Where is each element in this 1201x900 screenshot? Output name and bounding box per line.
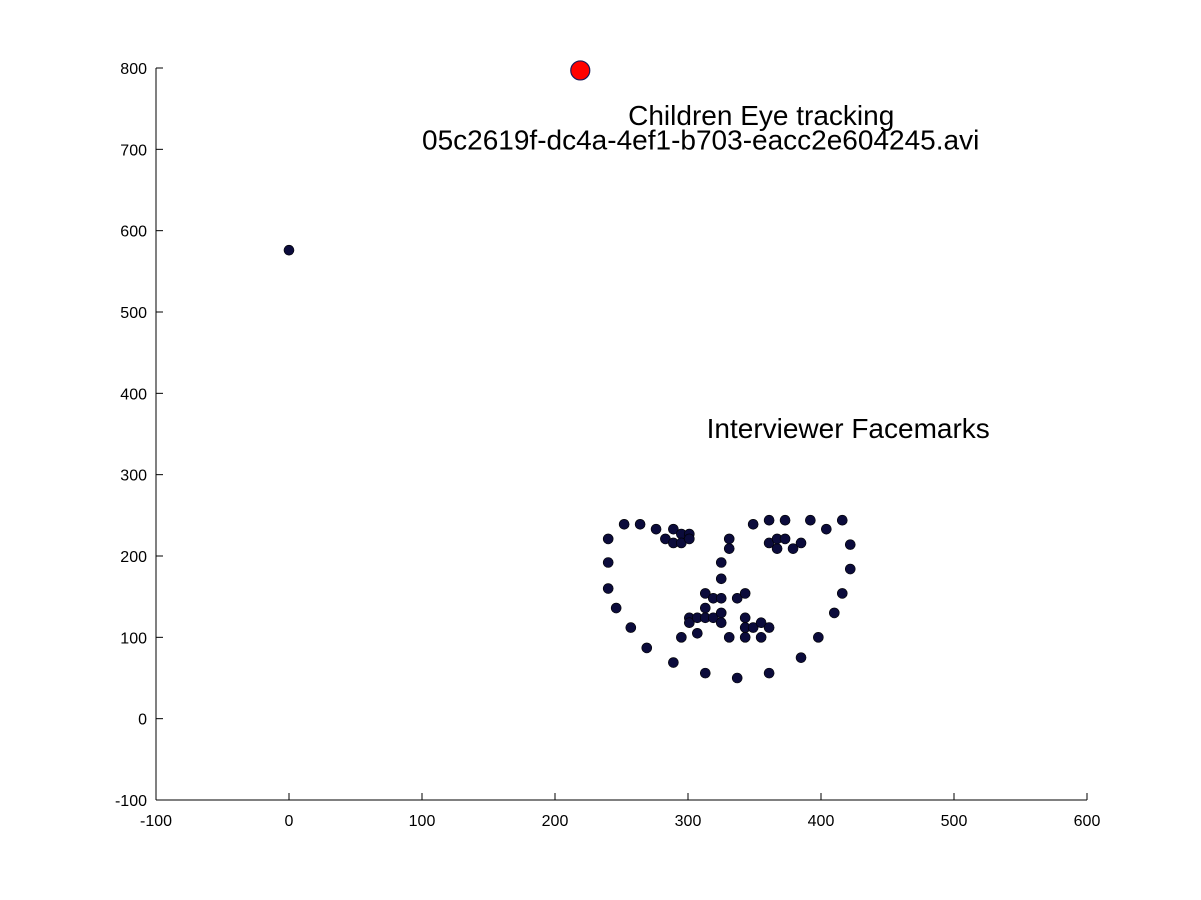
facemark-point [739,612,751,624]
facemark-point [763,667,775,679]
x-tick-label: 0 [285,813,294,830]
facemark-point [283,244,295,256]
facemark-point [707,612,719,624]
facemark-point [779,514,791,526]
facemark-point [634,518,646,530]
annotation-filename: 05c2619f-dc4a-4ef1-b703-eacc2e604245.avi [422,124,979,155]
facemark-point [641,642,653,654]
facemark-point [763,622,775,633]
x-tick-label: 400 [808,813,835,830]
facemark-point [771,543,783,554]
facemark-point [787,543,799,554]
facemark-point [715,573,727,585]
y-tick-label: 0 [138,712,147,729]
facemark-point [715,617,727,628]
facemark-point [692,627,703,639]
facemark-point [836,514,848,526]
facemark-point [650,523,662,535]
facemark-point [668,523,679,535]
facemark-point [844,563,856,575]
facemark-point [676,632,687,643]
facemark-point [610,602,622,614]
y-tick-label: 800 [120,61,147,78]
facemark-point [755,617,767,628]
y-tick-label: 500 [120,305,147,322]
facemark-point [795,652,807,663]
facemark-point [739,632,751,643]
x-tick-label: 200 [542,813,569,830]
annotations: Children Eye tracking05c2619f-dc4a-4ef1-… [422,100,990,444]
facemark-point [715,557,727,568]
facemark-point [844,539,856,550]
facemark-point [715,607,727,619]
facemark-point [828,607,840,619]
facemark-point [699,588,711,599]
y-tick-label: 600 [120,224,147,241]
x-tick-label: -100 [140,813,172,830]
facemark-point [699,602,711,614]
facemark-point [795,537,807,549]
y-tick-label: 400 [120,386,147,403]
facemark-point [813,632,824,643]
facemark-point [731,672,743,684]
facemark-point [755,632,767,643]
facemark-point [747,518,759,530]
ticks: -100 0 100 200 300 400 500 600 -100 0 100 200 300 400… [115,61,1100,830]
y-tick-label: 700 [120,142,147,159]
facemark-point [618,518,630,530]
facemark-point [805,514,816,526]
facemark-point [739,588,751,599]
facemark-point [684,617,695,628]
facemark-point [731,592,743,604]
y-tick-label: 300 [120,468,147,485]
facemark-point [723,543,735,554]
facemark-point [779,533,791,545]
facemark-point [699,667,711,679]
facemark-point [836,588,848,599]
facemark-point [684,533,695,545]
facemark-point [602,533,614,545]
y-tick-label: -100 [115,793,147,810]
y-tick-label: 100 [120,630,147,647]
facemark-point [763,514,775,526]
annotation-title: Children Eye tracking [628,100,894,131]
facemark-point [723,632,735,643]
facemark-point [747,622,759,633]
axes [155,68,1087,801]
facemark-point [668,657,679,668]
x-tick-label: 300 [675,813,702,830]
data-points [283,60,856,684]
facemark-point [602,557,614,568]
facemark-point [821,523,832,535]
x-tick-label: 600 [1074,813,1101,830]
facemark-point [625,622,637,633]
x-tick-label: 100 [409,813,436,830]
facemark-point [723,533,735,545]
gaze-point [570,60,591,81]
facemark-point [602,583,614,594]
y-tick-label: 200 [120,549,147,566]
x-tick-label: 500 [941,813,968,830]
annotation-facemarks-label: Interviewer Facemarks [707,413,990,444]
facemark-point [715,592,727,604]
